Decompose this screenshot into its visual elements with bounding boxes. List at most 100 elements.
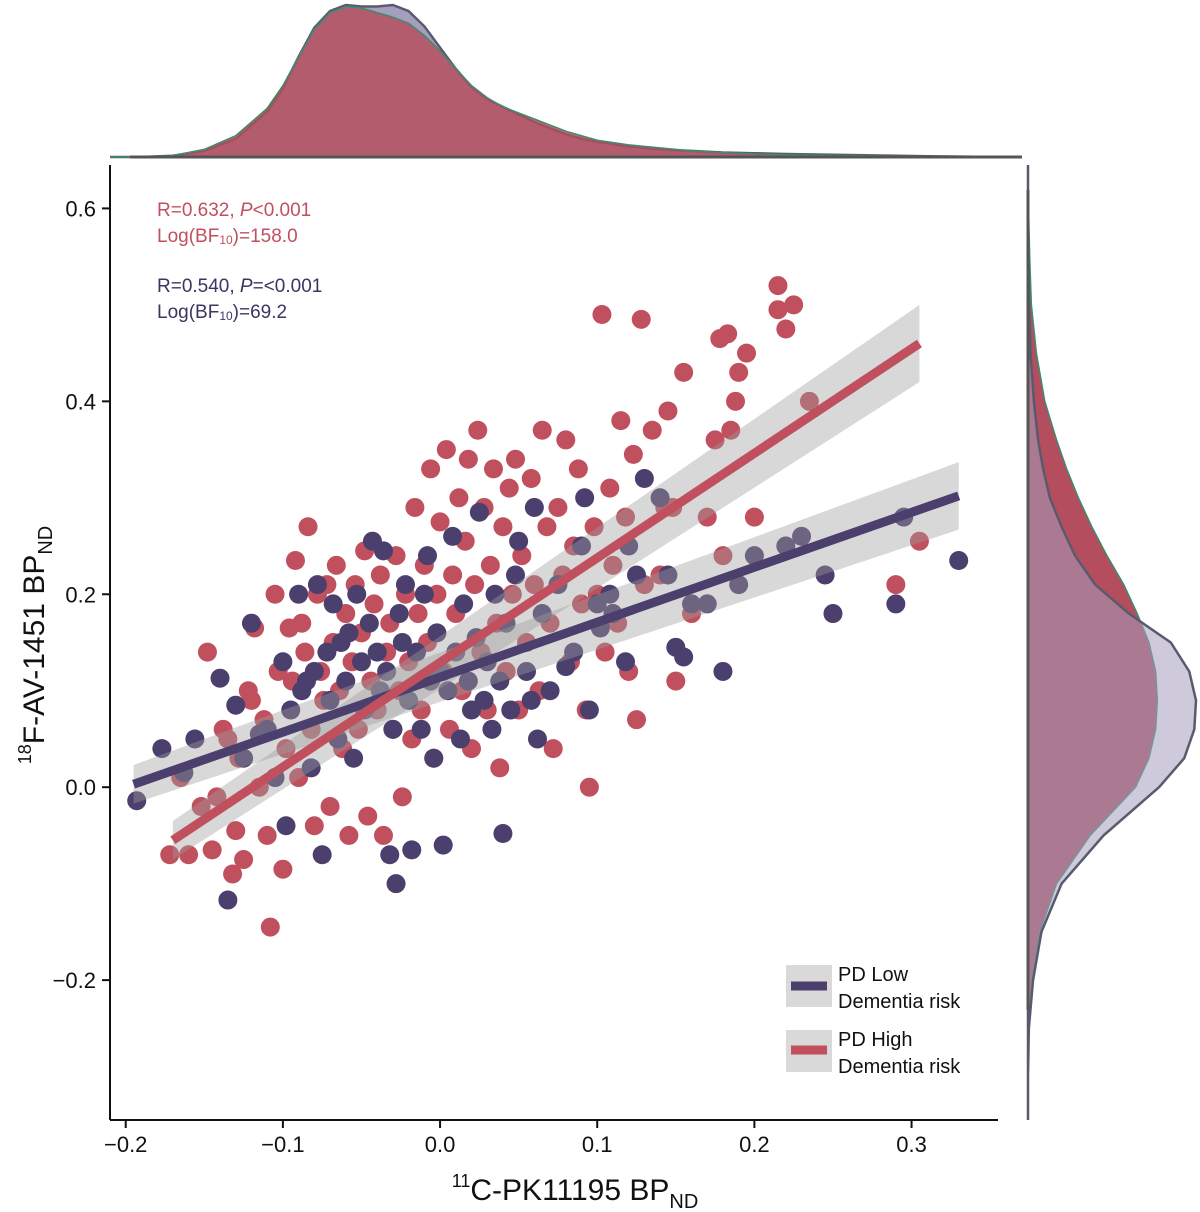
data-point-pd-high [226, 821, 246, 841]
data-point-pd-high [408, 604, 428, 624]
data-point-pd-low [501, 700, 521, 720]
data-point-pd-low [281, 700, 301, 720]
data-point-pd-low [634, 469, 654, 489]
data-point-pd-low [493, 824, 513, 843]
data-point-pd-low [697, 594, 717, 614]
data-point-pd-high [223, 864, 243, 884]
data-point-pd-high [631, 309, 651, 329]
data-point-pd-high [784, 295, 804, 315]
legend-label-pd-high-1: PD High [838, 1029, 912, 1051]
data-point-pd-low [347, 584, 367, 604]
data-point-pd-high [572, 594, 592, 614]
legend-item-pd-high: PD High Dementia risk [786, 1029, 961, 1078]
data-point-pd-low [389, 604, 409, 624]
data-point-pd-low [579, 700, 599, 720]
right-density-pd-low [1026, 165, 1198, 1120]
data-point-pd-high [304, 816, 324, 836]
data-point-pd-low [380, 845, 400, 865]
x-axis-title: 11C-PK11195 BPND [452, 1171, 699, 1212]
data-point-pd-low [815, 565, 835, 585]
data-point-pd-high [521, 469, 541, 489]
data-point-pd-high [370, 565, 390, 585]
data-point-pd-low [482, 719, 502, 739]
data-point-pd-high [392, 787, 412, 807]
data-point-pd-low [276, 816, 296, 836]
scatter-plot-area: −0.2 −0.1 0.0 0.1 0.2 0.3 −0.2 0.0 0.2 0.4 0.6 [53, 165, 998, 1157]
top-density-pd-high [110, 5, 1022, 158]
data-point-pd-low [427, 623, 447, 643]
data-point-pd-high [556, 430, 576, 450]
data-point-pd-high [449, 488, 469, 508]
stats-low-r: R=0.540, P=<0.001 [157, 276, 322, 297]
data-point-pd-low [241, 613, 261, 633]
data-point-pd-high [768, 300, 788, 320]
data-point-pd-high [532, 420, 552, 440]
data-point-pd-low [226, 695, 246, 715]
legend-label-pd-high-2: Dementia risk [838, 1056, 961, 1078]
data-point-pd-high [276, 739, 296, 759]
data-point-pd-high [623, 444, 643, 464]
data-point-pd-high [320, 796, 340, 816]
data-point-pd-low [532, 604, 552, 624]
data-point-pd-low [556, 657, 576, 677]
data-point-pd-low [540, 681, 560, 701]
data-point-pd-low [323, 594, 343, 614]
data-point-pd-low [339, 623, 359, 643]
data-point-pd-high [468, 420, 488, 440]
data-point-pd-low [152, 739, 172, 759]
data-point-pd-low [386, 874, 406, 894]
data-point-pd-low [469, 502, 489, 522]
data-point-pd-low [273, 652, 293, 672]
data-point-pd-high [616, 507, 636, 527]
data-point-pd-low [210, 668, 230, 688]
data-point-pd-high [490, 758, 510, 778]
y-axis-title: 18F-AV-1451 BPND [15, 526, 57, 764]
data-point-pd-low [572, 536, 592, 556]
x-tick-label: 0.3 [896, 1132, 927, 1157]
data-point-pd-low [616, 652, 636, 672]
data-point-pd-high [218, 729, 238, 749]
data-point-pd-high [202, 840, 222, 860]
data-point-pd-low [351, 652, 371, 672]
data-point-pd-high [548, 497, 568, 517]
data-point-pd-high [627, 710, 647, 730]
data-point-pd-high [658, 401, 678, 421]
regression-line-pd-low [132, 491, 961, 789]
regression-fits [132, 304, 961, 860]
data-point-pd-high [744, 507, 764, 527]
data-point-pd-high [405, 497, 425, 517]
data-point-pd-low [392, 633, 412, 652]
data-point-pd-low [395, 575, 415, 595]
top-marginal-density [110, 3, 1022, 159]
data-point-pd-low [627, 565, 647, 585]
data-point-pd-high [458, 449, 478, 469]
data-point-pd-high [666, 671, 686, 691]
data-point-pd-high [584, 517, 604, 537]
y-axis-ticks: −0.2 0.0 0.2 0.4 0.6 [53, 196, 110, 993]
data-point-pd-low [509, 531, 529, 551]
data-point-pd-high [705, 430, 725, 450]
data-point-pd-high [207, 787, 227, 807]
data-point-pd-low [359, 613, 379, 633]
data-point-pd-high [465, 575, 485, 595]
y-tick-label: 0.4 [65, 389, 96, 414]
data-point-pd-high [537, 517, 557, 537]
regression-line-pd-high [170, 339, 922, 844]
data-point-pd-low [411, 719, 431, 739]
x-tick-label: −0.2 [104, 1132, 147, 1157]
data-point-pd-high [600, 478, 620, 498]
data-point-pd-low [527, 729, 547, 749]
data-point-pd-high [483, 459, 503, 479]
data-point-pd-low [336, 671, 356, 691]
data-point-pd-low [886, 594, 906, 614]
data-point-pd-low [600, 584, 620, 604]
data-point-pd-low [344, 748, 364, 768]
data-point-pd-high [241, 690, 261, 710]
data-point-pd-low [443, 526, 463, 546]
data-point-pd-low [377, 661, 397, 681]
data-point-pd-low [399, 690, 419, 710]
data-point-pd-high [592, 305, 612, 325]
x-tick-label: −0.1 [261, 1132, 304, 1157]
confidence-band-pd-high [172, 304, 920, 860]
